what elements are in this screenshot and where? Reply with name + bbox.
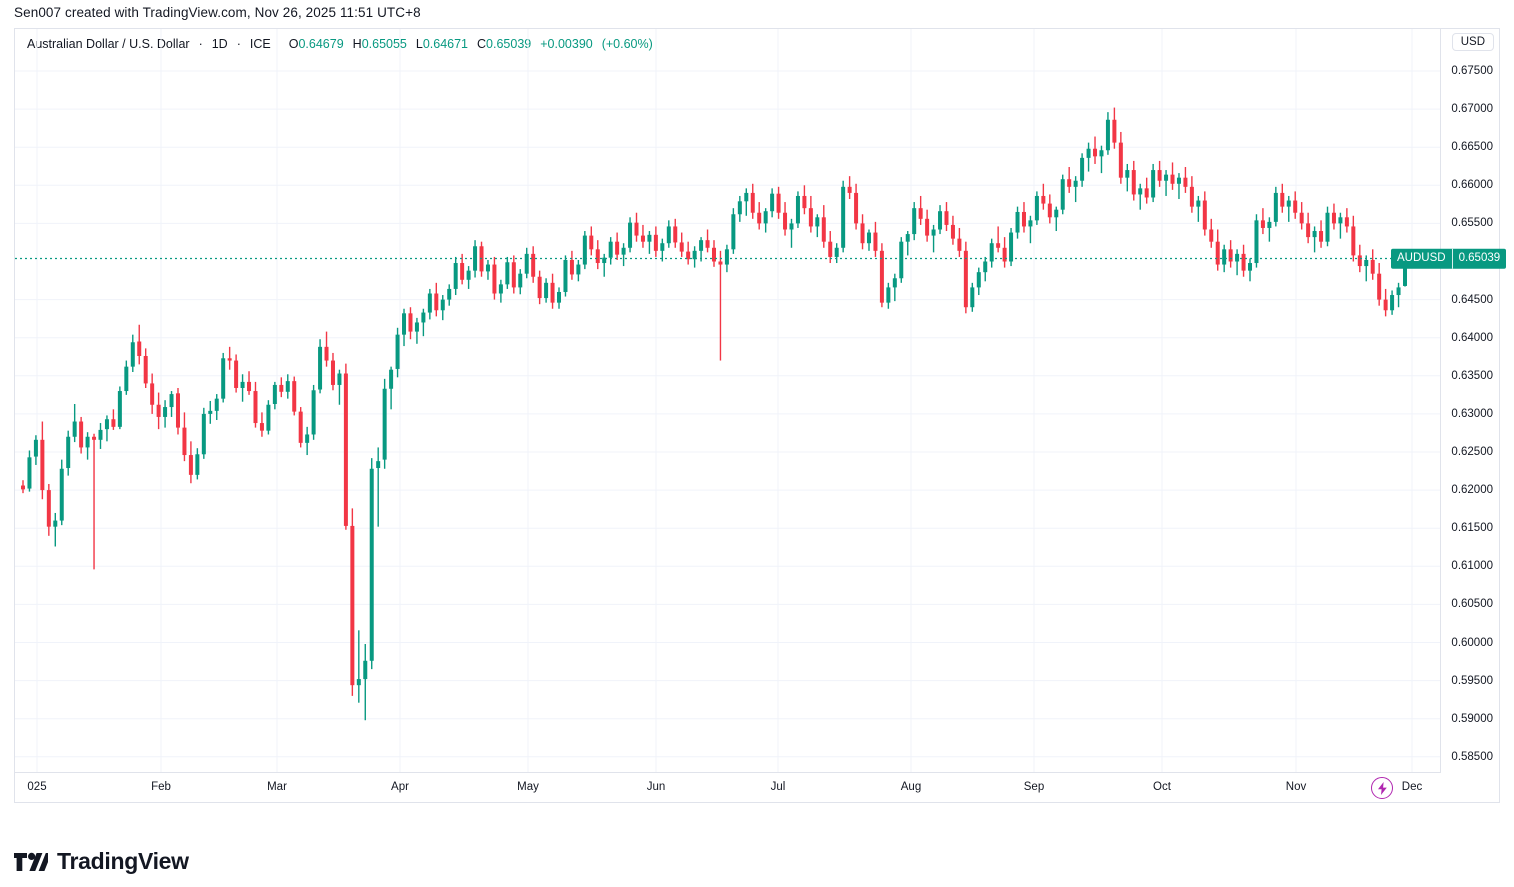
legend-separator-2: ·	[236, 37, 241, 51]
price-tick-0-66000: 0.66000	[1451, 179, 1493, 192]
time-tick-nov: Nov	[1285, 781, 1307, 793]
current-price-badge: AUDUSD 0.65039	[1391, 248, 1507, 269]
price-tick-0-66500: 0.66500	[1451, 141, 1493, 154]
price-tick-0-60500: 0.60500	[1451, 598, 1493, 611]
time-tick-dec: Dec	[1401, 781, 1423, 793]
price-tick-0-60000: 0.60000	[1451, 636, 1493, 649]
tradingview-wordmark: TradingView	[57, 848, 189, 874]
legend-interval[interactable]: 1D	[211, 37, 228, 51]
time-tick-feb: Feb	[151, 781, 171, 793]
legend-change-absolute: +0.00390	[540, 37, 593, 51]
legend-low-value: 0.64671	[422, 37, 469, 51]
legend-low-key: L	[415, 37, 423, 51]
time-tick-jul: Jul	[770, 781, 786, 793]
legend-symbol-name[interactable]: Australian Dollar / U.S. Dollar	[27, 37, 190, 51]
price-tick-0-59500: 0.59500	[1451, 674, 1493, 687]
chart-plot-area[interactable]	[15, 29, 1441, 802]
legend-open-value: 0.64679	[298, 37, 344, 51]
legend-high-value: 0.65055	[361, 37, 407, 51]
tradingview-logo-icon	[14, 852, 48, 871]
price-tick-0-64000: 0.64000	[1451, 331, 1493, 344]
price-tick-0-59000: 0.59000	[1451, 712, 1493, 725]
price-tick-0-58500: 0.58500	[1451, 750, 1493, 763]
attribution-text: Sen007 created with TradingView.com, Nov…	[14, 5, 421, 20]
lightning-bolt-icon[interactable]	[1371, 777, 1393, 799]
time-tick-jun: Jun	[646, 781, 666, 793]
price-tick-0-62000: 0.62000	[1451, 484, 1493, 497]
currency-badge: USD	[1451, 33, 1494, 51]
time-tick-025: 025	[27, 781, 47, 793]
price-tick-0-64500: 0.64500	[1451, 293, 1493, 306]
time-scale-axis[interactable]: 025 Feb Mar Apr May Jun Jul Aug Sep Oct Nov Dec	[15, 772, 1441, 802]
time-tick-apr: Apr	[391, 781, 409, 793]
legend-change-percent: (+0.60%)	[601, 37, 653, 51]
legend-open-key: O	[288, 37, 299, 51]
time-tick-aug: Aug	[900, 781, 922, 793]
legend-close-value: 0.65039	[486, 37, 532, 51]
time-tick-mar: Mar	[267, 781, 287, 793]
legend-separator-1: ·	[198, 37, 203, 51]
time-tick-oct: Oct	[1153, 781, 1171, 793]
legend-close-key: C	[477, 37, 487, 51]
tradingview-footer: TradingView	[14, 850, 189, 873]
price-tick-0-65500: 0.65500	[1451, 217, 1493, 230]
price-scale-axis[interactable]: USD 0.67500 0.67000 0.66500 0.66000 0.65500 0…	[1440, 29, 1499, 802]
price-badge-divider	[1451, 248, 1453, 269]
time-tick-may: May	[517, 781, 539, 793]
price-tick-0-67000: 0.67000	[1451, 103, 1493, 116]
chart-legend: Australian Dollar / U.S. Dollar · 1D · ICE O0…	[27, 36, 653, 52]
lightning-bolt-glyph	[1377, 781, 1387, 795]
chart-panel: Australian Dollar / U.S. Dollar · 1D · ICE O0…	[14, 28, 1507, 803]
time-tick-sep: Sep	[1023, 781, 1045, 793]
price-tick-0-61500: 0.61500	[1451, 522, 1493, 535]
legend-high-key: H	[352, 37, 362, 51]
price-tick-0-63000: 0.63000	[1451, 407, 1493, 420]
price-tick-0-67500: 0.67500	[1451, 65, 1493, 77]
legend-exchange: ICE	[249, 37, 271, 51]
price-tick-0-62500: 0.62500	[1451, 446, 1493, 458]
candlestick-series	[15, 29, 1441, 772]
price-tick-0-61000: 0.61000	[1451, 560, 1493, 573]
price-tick-0-63500: 0.63500	[1451, 369, 1493, 382]
price-badge-value: 0.65039	[1458, 251, 1501, 264]
price-badge-symbol: AUDUSD	[1397, 251, 1446, 264]
